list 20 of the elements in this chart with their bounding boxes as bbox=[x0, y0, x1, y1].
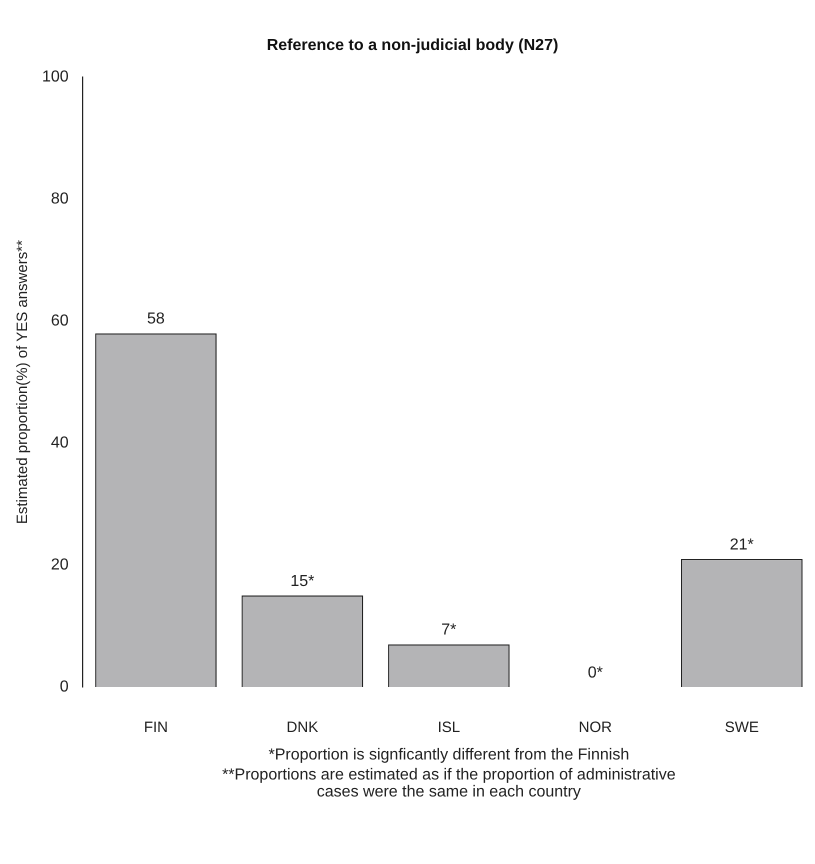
data-label: 58 bbox=[147, 310, 165, 328]
data-label: 21* bbox=[730, 536, 754, 554]
y-tick-label: 60 bbox=[50, 312, 69, 330]
x-tick-label: SWE bbox=[724, 719, 759, 736]
y-tick-label: 80 bbox=[50, 190, 69, 208]
x-tick-label: NOR bbox=[578, 719, 612, 736]
chart-title: Reference to a non-judicial body (N27) bbox=[266, 37, 558, 54]
data-label: 7* bbox=[441, 622, 456, 639]
text: *Proportion is signficantly different from the Finnish bbox=[268, 746, 630, 764]
text: **Proportions are estimated as if the proportion of administrative cases were the same in each country bbox=[222, 766, 676, 800]
y-axis-title: Estimated proportion(%) of YES answers** bbox=[14, 240, 32, 524]
x-tick-label: ISL bbox=[438, 719, 460, 736]
y-tick-label: 20 bbox=[50, 556, 69, 574]
x-tick-label: FIN bbox=[144, 719, 168, 736]
data-label: 15* bbox=[290, 572, 314, 590]
data-label: 0* bbox=[588, 664, 603, 682]
y-tick-label: 40 bbox=[50, 434, 69, 452]
y-tick-label: 100 bbox=[42, 68, 69, 86]
x-tick-label: DNK bbox=[286, 719, 318, 736]
y-tick-label: 0 bbox=[60, 678, 69, 696]
